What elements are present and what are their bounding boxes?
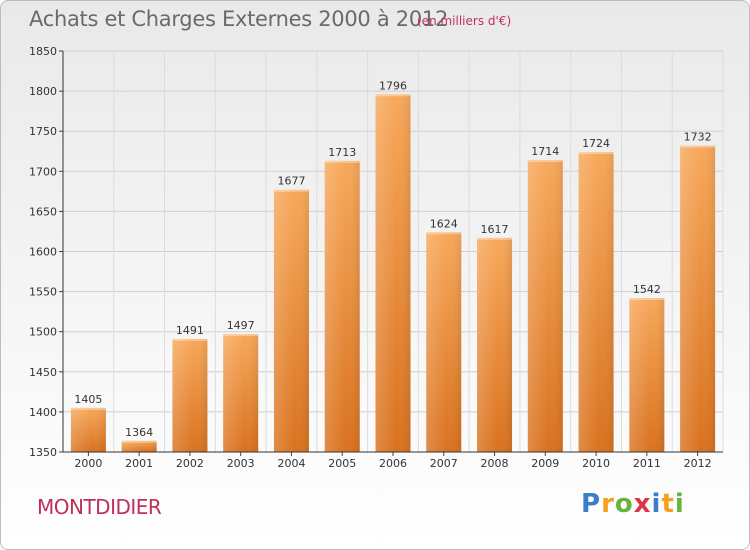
- bar-highlight: [629, 298, 665, 301]
- bar-value-label: 1497: [227, 319, 255, 332]
- y-tick-label: 1450: [29, 366, 57, 379]
- logo-letter: i: [674, 489, 685, 519]
- bar-highlight: [375, 94, 411, 97]
- logo-letter: t: [661, 489, 675, 519]
- logo-letter: o: [614, 489, 634, 519]
- x-tick-label: 2010: [582, 457, 610, 470]
- x-tick-label: 2006: [379, 457, 407, 470]
- logo-letter: x: [633, 489, 652, 519]
- bar-value-label: 1364: [125, 426, 153, 439]
- y-tick-label: 1550: [29, 286, 57, 299]
- bar-shading: [527, 160, 563, 452]
- bar-value-label: 1677: [277, 175, 305, 188]
- bar-shading: [629, 298, 665, 452]
- bar-highlight: [223, 334, 259, 337]
- bar-highlight: [578, 152, 614, 155]
- labels: 1350 1400 1450 1500 1550 1600 1650 1700 1750 1800…: [29, 45, 712, 470]
- x-tick-label: 2012: [684, 457, 712, 470]
- proxiti-logo[interactable]: Proxiti: [581, 489, 685, 519]
- bar-shading: [578, 152, 614, 452]
- bar-value-label: 1542: [633, 283, 661, 296]
- x-tick-label: 2007: [430, 457, 458, 470]
- bar-value-label: 1796: [379, 79, 407, 92]
- x-tick-label: 2005: [328, 457, 356, 470]
- y-tick-label: 1400: [29, 406, 57, 419]
- x-tick-label: 2003: [227, 457, 255, 470]
- y-tick-label: 1800: [29, 85, 57, 98]
- y-tick-label: 1650: [29, 205, 57, 218]
- bars: [70, 94, 716, 453]
- y-tick-label: 1750: [29, 125, 57, 138]
- logo-letter: i: [651, 489, 662, 519]
- bar-highlight: [70, 407, 106, 410]
- bar-value-label: 1714: [531, 145, 559, 158]
- bar-highlight: [172, 338, 208, 341]
- bar-value-label: 1405: [74, 393, 102, 406]
- x-tick-label: 2002: [176, 457, 204, 470]
- y-tick-label: 1350: [29, 446, 57, 459]
- bar-highlight: [273, 189, 309, 192]
- y-tick-label: 1850: [29, 45, 57, 58]
- x-tick-label: 2004: [277, 457, 305, 470]
- logo-letter: P: [581, 489, 602, 519]
- bar-shading: [70, 407, 106, 452]
- bar-value-label: 1617: [481, 223, 509, 236]
- bar-value-label: 1491: [176, 324, 204, 337]
- y-tick-label: 1600: [29, 246, 57, 259]
- bar-shading: [121, 440, 157, 452]
- bar-shading: [680, 145, 716, 453]
- axes: [59, 50, 723, 456]
- bar-shading: [273, 189, 309, 452]
- bar-highlight: [680, 145, 716, 148]
- chart-title: Achats et Charges Externes 2000 à 2012: [29, 7, 449, 31]
- bar-highlight: [527, 160, 563, 163]
- logo-letter: r: [601, 489, 615, 519]
- bar-value-label: 1713: [328, 146, 356, 159]
- bar-highlight: [324, 160, 360, 163]
- y-tick-label: 1500: [29, 326, 57, 339]
- x-tick-label: 2011: [633, 457, 661, 470]
- bar-shading: [477, 237, 513, 452]
- chart-subtitle: (en milliers d'€): [417, 14, 512, 28]
- bar-highlight: [477, 237, 513, 240]
- bar-highlight: [426, 232, 462, 235]
- x-tick-label: 2000: [74, 457, 102, 470]
- bar-shading: [426, 232, 462, 452]
- bar-value-label: 1624: [430, 217, 458, 230]
- bar-shading: [172, 338, 208, 452]
- bar-value-label: 1732: [684, 131, 712, 144]
- bar-shading: [324, 160, 360, 452]
- x-tick-label: 2008: [481, 457, 509, 470]
- x-tick-label: 2001: [125, 457, 153, 470]
- y-tick-label: 1700: [29, 165, 57, 178]
- x-tick-label: 2009: [531, 457, 559, 470]
- bar-shading: [223, 334, 259, 452]
- bar-shading: [375, 94, 411, 453]
- commune-name: MONTDIDIER: [37, 495, 162, 519]
- bar-value-label: 1724: [582, 137, 610, 150]
- bar-highlight: [121, 440, 157, 443]
